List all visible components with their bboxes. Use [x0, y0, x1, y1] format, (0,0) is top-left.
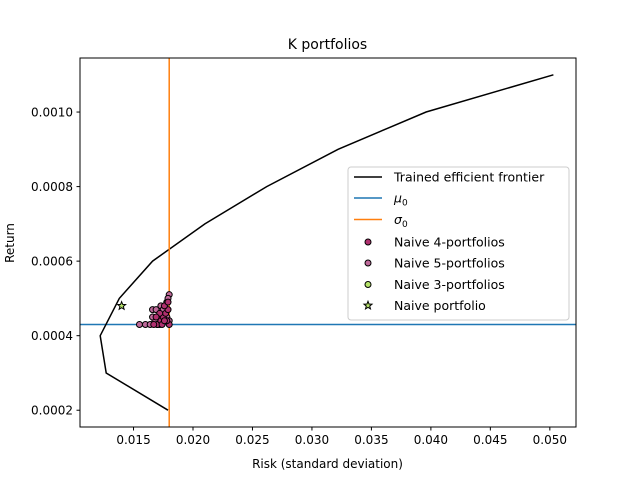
x-tick-label: 0.035: [354, 433, 388, 447]
legend-naive4-swatch: [364, 238, 372, 246]
chart-title: K portfolios: [288, 37, 367, 53]
x-tick-label: 0.025: [235, 433, 269, 447]
x-tick-label: 0.040: [414, 433, 448, 447]
frontier-line: [99, 74, 554, 411]
y-tick-label: 0.0010: [31, 105, 73, 119]
y-tick-label: 0.0006: [31, 254, 73, 268]
x-tick-label: 0.045: [473, 433, 507, 447]
x-tick-label: 0.030: [295, 433, 329, 447]
legend-naive3-label: Naive 3-portfolios: [394, 277, 505, 292]
x-axis-label: Risk (standard deviation): [252, 457, 403, 471]
legend-box: [347, 166, 570, 321]
naive5-point: [135, 321, 143, 328]
legend-naive5-swatch: [364, 259, 372, 267]
legend-naive5-label: Naive 5-portfolios: [394, 256, 505, 271]
legend: Trained efficient frontier μ0 σ0 Naive 4-po…: [347, 166, 570, 321]
x-tick-label: 0.020: [176, 433, 210, 447]
x-tick-label: 0.015: [116, 433, 150, 447]
legend-naive-portfolio-label: Naive portfolio: [394, 298, 486, 313]
legend-naive3-swatch: [364, 281, 372, 288]
y-tick-label: 0.0008: [31, 180, 73, 194]
naive4-point: [164, 298, 172, 306]
legend-sigma0-label: σ0: [394, 212, 408, 230]
naive-portfolio-point: [116, 300, 127, 311]
legend-naive4-label: Naive 4-portfolios: [394, 235, 505, 250]
naive4-point: [160, 317, 168, 325]
naive4-point: [150, 321, 158, 328]
legend-naive-portfolio-swatch: [362, 299, 374, 311]
legend-mu0-label: μ0: [393, 191, 408, 209]
x-tick-label: 0.050: [533, 433, 567, 447]
y-tick-label: 0.0004: [31, 329, 73, 343]
y-tick-label: 0.0002: [31, 404, 73, 418]
plot-frame: [79, 57, 577, 428]
y-axis-label: Return: [3, 223, 17, 263]
naive4-point: [152, 313, 160, 321]
y-axis: 0.0002 0.0004 0.0006 0.0008 0.0010: [31, 105, 80, 418]
x-axis: 0.015 0.020 0.025 0.030 0.035 0.040 0.045 0.050: [116, 427, 567, 447]
legend-frontier-label: Trained efficient frontier: [393, 170, 545, 185]
plot-area: [80, 58, 576, 427]
